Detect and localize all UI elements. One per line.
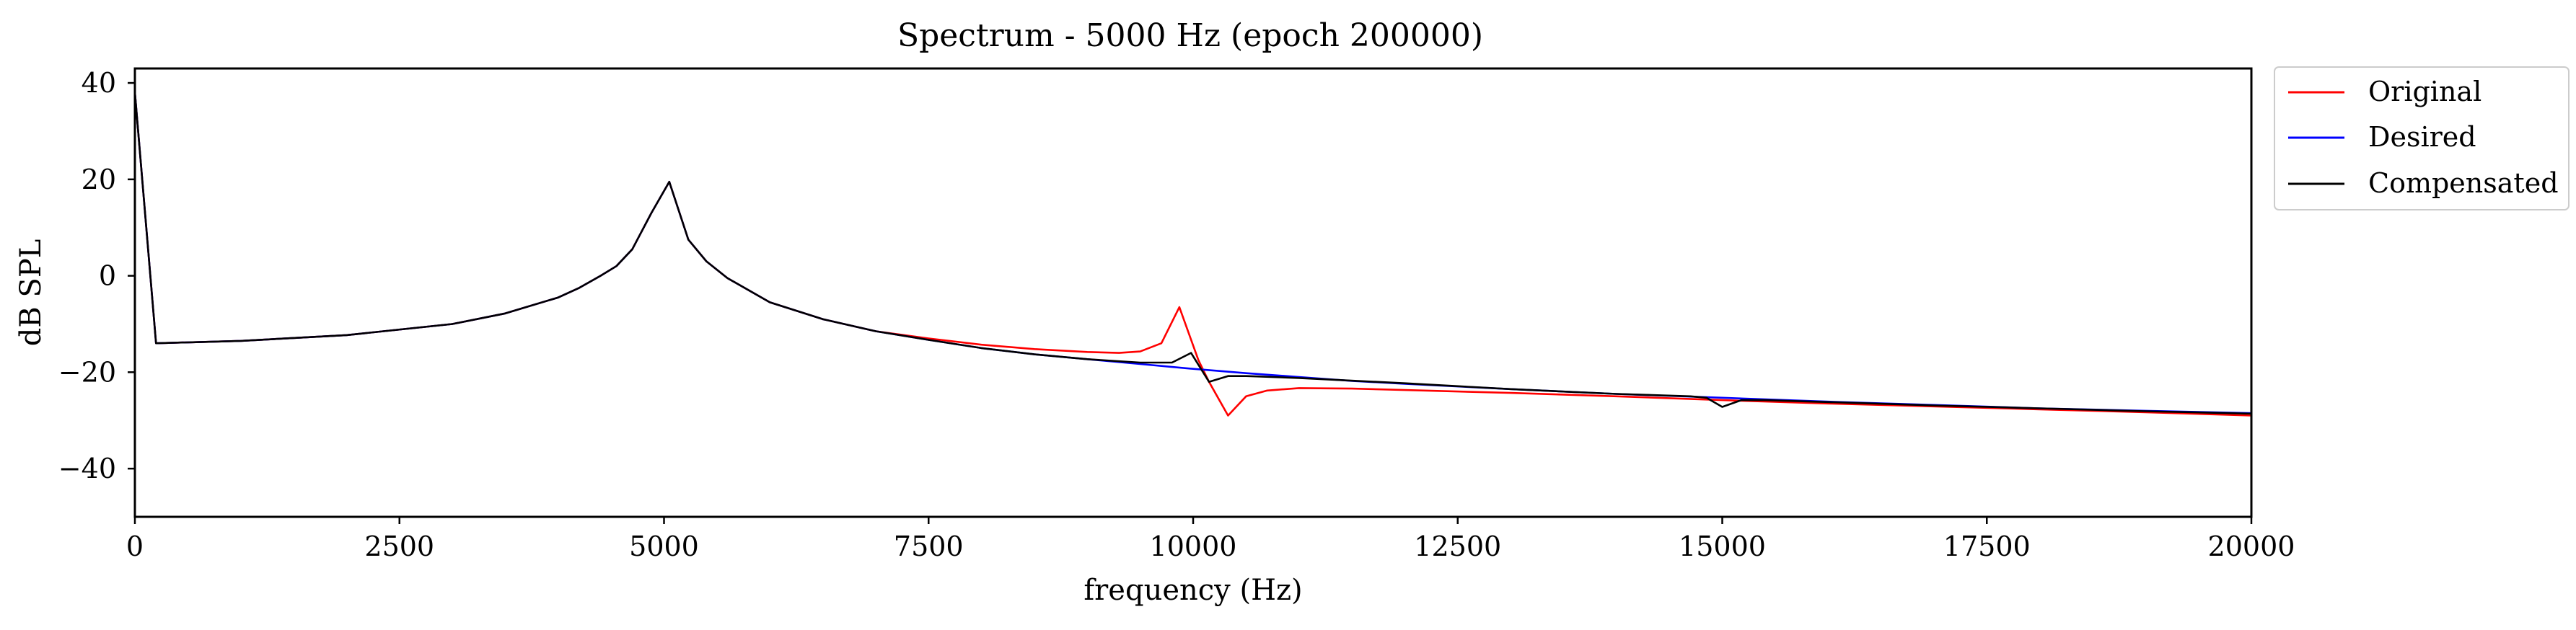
x-tick-label: 15000 [1679, 531, 1766, 562]
x-tick-label: 0 [126, 531, 144, 562]
series-line-compensated [135, 92, 2251, 415]
legend-compensated-label: Compensated [2368, 167, 2559, 199]
y-axis-label: dB SPL [14, 239, 48, 347]
plot-frame [133, 67, 2253, 518]
x-tick-label: 2500 [364, 531, 434, 562]
x-axis-label: frequency (Hz) [1083, 574, 1302, 607]
y-tick-label: −20 [58, 356, 116, 388]
plot-area: 0 2500 5000 7500 10000 12500 15000 17500 20000 −4… [58, 67, 2295, 562]
chart-title: Spectrum - 5000 Hz (epoch 200000) [897, 17, 1483, 54]
series-group [135, 92, 2251, 417]
x-tick-label: 7500 [894, 531, 964, 562]
x-tick-label: 17500 [1943, 531, 2031, 562]
y-tick-label: −40 [58, 453, 116, 484]
legend-original-label: Original [2368, 76, 2482, 107]
legend-desired-label: Desired [2368, 121, 2476, 153]
x-tick-label: 5000 [629, 531, 699, 562]
x-tick-label: 20000 [2208, 531, 2295, 562]
legend: Original Desired Compensated [2274, 66, 2570, 210]
y-tick-label: 40 [82, 67, 116, 99]
x-tick-label: 12500 [1414, 531, 1501, 562]
series-line-desired [135, 92, 2251, 414]
legend-frame [2274, 66, 2570, 210]
y-tick-label: 20 [82, 164, 116, 195]
x-tick-label: 10000 [1150, 531, 1237, 562]
series-line-original [135, 92, 2251, 417]
y-tick-label: 0 [99, 260, 116, 292]
